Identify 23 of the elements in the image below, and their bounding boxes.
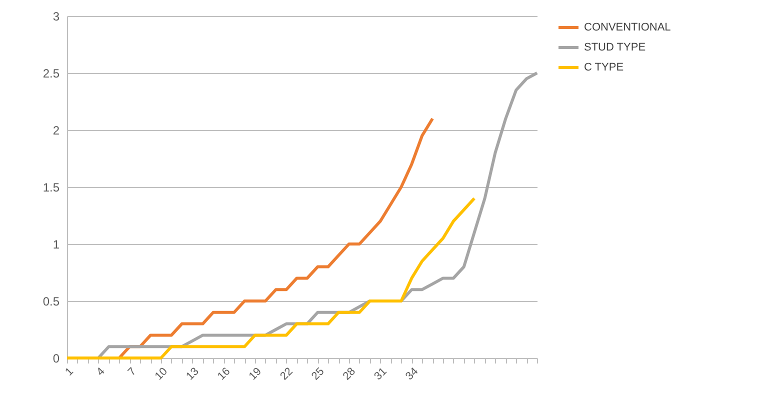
y-tick-label: 1 [52, 238, 60, 252]
y-tick-label: 2.5 [42, 66, 60, 80]
x-tick-label: 28 [340, 366, 358, 383]
y-tick-label: 3 [52, 10, 60, 24]
x-tick-label: 19 [246, 366, 264, 383]
x-tick-label: 4 [94, 366, 108, 378]
x-tick-label: 10 [152, 366, 170, 383]
x-tick-label: 31 [372, 366, 390, 383]
x-tick-label: 16 [216, 366, 233, 383]
legend-label: CONVENTIONAL [584, 22, 671, 34]
legend-label: C TYPE [584, 62, 624, 74]
x-tick-label: 34 [404, 366, 421, 383]
legend-label: STUD TYPE [584, 42, 646, 54]
line-series [66, 196, 476, 360]
y-tick-label: 1.5 [42, 180, 60, 194]
x-tick-label: 7 [126, 366, 139, 378]
x-tick-label: 1 [63, 366, 76, 378]
y-tick-label: 0 [52, 352, 60, 366]
y-tick-label: 0.5 [42, 294, 60, 308]
x-tick-label: 22 [278, 366, 296, 383]
y-tick-label: 2 [52, 124, 60, 138]
x-tick-label: 25 [310, 366, 327, 383]
x-tick-label: 13 [184, 366, 202, 383]
